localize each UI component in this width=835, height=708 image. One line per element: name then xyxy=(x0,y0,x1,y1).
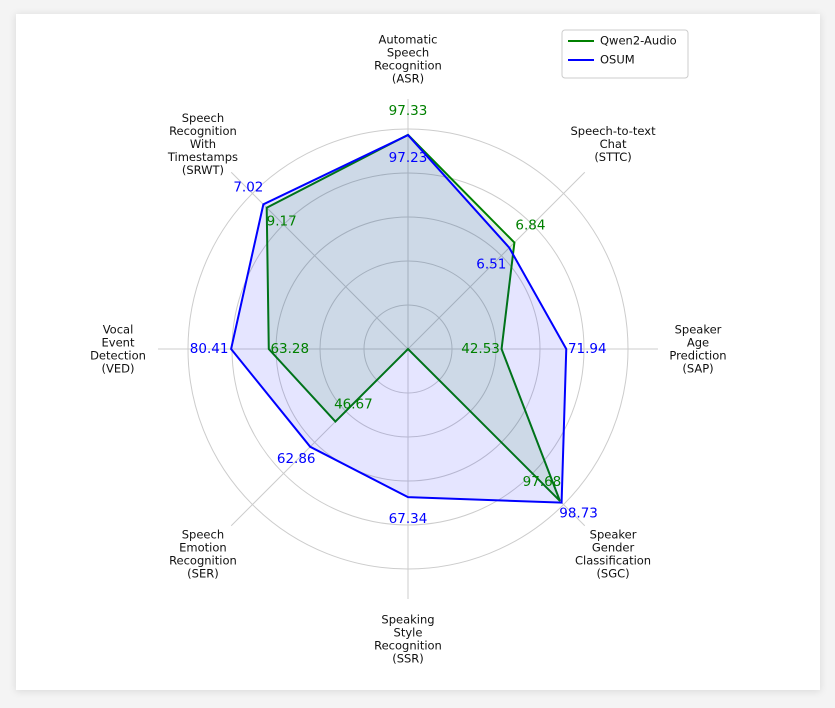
value-label: 67.34 xyxy=(389,511,428,527)
axis-label-line: Detection xyxy=(90,348,146,362)
series-line xyxy=(230,133,568,504)
axis-label-line: Speaking xyxy=(381,612,434,626)
card xyxy=(16,14,820,690)
axis-label-line: Speech-to-text xyxy=(570,123,656,137)
value-label: 46.67 xyxy=(334,397,373,413)
grid: Automatic Speech Recognition (ASR)Speech-to… xyxy=(90,32,727,665)
axis-label-line: Speech xyxy=(182,110,224,124)
axis-label: Speaker Gender Classification (SGC) xyxy=(575,527,651,580)
axis-label: Vocal Event Detection (VED) xyxy=(90,322,146,375)
value-label: 97.68 xyxy=(523,474,562,490)
axis-label-line: Speaker xyxy=(675,322,722,336)
axis-label-line: Chat xyxy=(600,136,627,150)
legend: Qwen2-Audio OSUM xyxy=(561,29,689,79)
axis-label: Speech Emotion Recognition (SER) xyxy=(169,527,237,580)
axis-label-line: Automatic xyxy=(379,32,438,46)
value-label: 62.86 xyxy=(277,451,316,467)
spoke xyxy=(407,171,586,350)
axis-label-line: (SRWT) xyxy=(182,162,224,176)
value-label: 80.41 xyxy=(190,341,229,357)
plot: 97.33 6.84 42.53 97.68 46.67 63.28 9.17 97.23 6.… xyxy=(190,103,607,527)
legend-label: OSUM xyxy=(600,53,635,67)
axis-label-line: (SAP) xyxy=(682,361,713,375)
axis-label: Speech-to-text Chat (STTC) xyxy=(570,123,656,163)
axis-label-line: Classification xyxy=(575,553,651,567)
axis-label-line: Speech xyxy=(387,45,429,59)
axis-label-line: Recognition xyxy=(374,58,442,72)
axis-label-line: Style xyxy=(394,625,423,639)
spoke xyxy=(230,171,409,350)
axis-label-line: (STTC) xyxy=(594,149,631,163)
axis-label-line: Speaker xyxy=(590,527,637,541)
axis-label-line: Prediction xyxy=(669,348,726,362)
series-area xyxy=(266,134,560,501)
series-area xyxy=(231,135,567,503)
axis-label-line: Timestamps xyxy=(167,149,238,163)
value-label: 97.33 xyxy=(389,103,428,119)
value-label: 71.94 xyxy=(568,341,607,357)
axis-label-line: Vocal xyxy=(103,322,134,336)
axis-label-line: Speech xyxy=(182,527,224,541)
axis-label-line: (SER) xyxy=(187,566,219,580)
axis-label-line: (ASR) xyxy=(392,71,424,85)
axis-label-line: With xyxy=(190,136,216,150)
value-label: 63.28 xyxy=(270,341,309,357)
axis-label-line: (VED) xyxy=(102,361,135,375)
axis-label-line: Recognition xyxy=(169,123,237,137)
axis-label-line: Emotion xyxy=(179,540,227,554)
value-label: 6.51 xyxy=(476,257,506,273)
axis-label-line: Gender xyxy=(592,540,635,554)
series-line xyxy=(265,133,561,502)
axis-label-line: (SSR) xyxy=(392,651,424,665)
axis-label-line: Age xyxy=(687,335,709,349)
axis-label-line: Event xyxy=(102,335,135,349)
value-label: 42.53 xyxy=(461,341,500,357)
axis-label: Automatic Speech Recognition (ASR) xyxy=(374,32,442,85)
axis-label-line: Recognition xyxy=(374,638,442,652)
axis-label-line: (SGC) xyxy=(596,566,629,580)
value-label: 6.84 xyxy=(515,218,545,234)
axis-label-line: Recognition xyxy=(169,553,237,567)
value-label: 98.73 xyxy=(559,506,598,522)
value-label: 7.02 xyxy=(233,179,263,195)
legend-label: Qwen2-Audio xyxy=(600,34,677,48)
axis-label: Speech Recognition With Timestamps (SRWT) xyxy=(167,110,238,176)
axis-label: Speaking Style Recognition (SSR) xyxy=(374,612,442,665)
axis-label: Speaker Age Prediction (SAP) xyxy=(669,322,726,375)
value-label: 97.23 xyxy=(389,150,428,166)
value-label: 9.17 xyxy=(267,214,297,230)
